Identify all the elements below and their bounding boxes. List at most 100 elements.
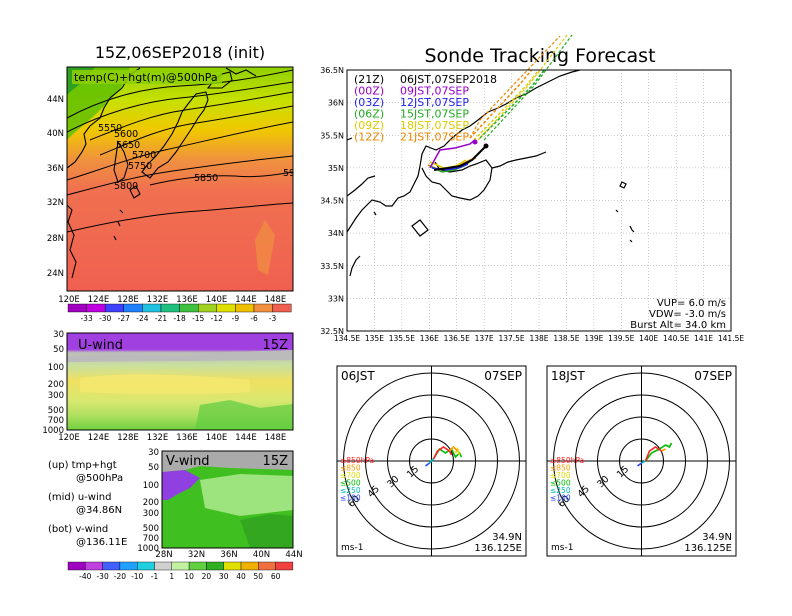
colorbar-swatch: [171, 561, 190, 571]
u-p-tick: 500: [48, 406, 64, 416]
track-lat-tick: 36N: [328, 99, 344, 108]
colorbar-label: 40: [236, 572, 246, 581]
map-lat-tick: 44N: [47, 95, 64, 105]
launch-legend: (21Z) 06JST,07SEP2018 (00Z) 09JST,07SEP (03Z…: [354, 73, 497, 144]
colorbar-label: -40: [79, 572, 91, 581]
trajectory-extension: [477, 34, 568, 141]
contour-labels: 5550 5600 5650 5700 5750 5800 5850 59: [98, 123, 293, 192]
colorbar-swatch: [104, 303, 124, 313]
u-p-tick: 700: [48, 416, 64, 426]
v-lat-tick: 28N: [155, 550, 172, 560]
v-p-tick: 300: [143, 509, 159, 519]
colorbar-swatch: [235, 303, 255, 313]
height-contours: [67, 69, 293, 233]
track-grid: [347, 70, 731, 331]
u-lon-tick: 128E: [117, 433, 139, 443]
u-p-tick: 200: [48, 380, 64, 390]
colorbar-label: -12: [211, 314, 223, 323]
contour-label: 5850: [194, 173, 218, 184]
v-lat-tick: 44N: [285, 550, 302, 560]
map-frame: [66, 66, 294, 292]
colorbar-swatch: [102, 561, 121, 571]
v-lat-tick: 32N: [188, 550, 205, 560]
colorbar-swatch: [136, 561, 155, 571]
track-lon-tick: 134.5E: [334, 334, 360, 343]
v-lat-tick: 40N: [253, 550, 270, 560]
colorbar-label: 20: [202, 572, 212, 581]
hodograph-unit: ms-1: [551, 543, 573, 553]
v-wind-gray-band: [162, 451, 293, 472]
u-wind-label: U-wind: [78, 338, 123, 353]
colorbar-label: -3: [269, 314, 277, 323]
v-p-tick: 50: [148, 463, 159, 473]
u-lon-tick: 120E: [58, 433, 80, 443]
wind-colorbar: -40 -30 -20 -10 -1 1 10 20 30 40 50 60: [67, 561, 294, 581]
colorbar-label: 60: [271, 572, 281, 581]
track-lon-tick: 136.5E: [444, 334, 470, 343]
launch-code: (21Z): [354, 73, 384, 86]
launch-code: (03Z): [354, 96, 384, 109]
track-lat-tick: 33N: [328, 294, 344, 303]
map-lon-ticks: 120E 124E 128E 132E 136E 140E 144E 148E: [58, 295, 286, 305]
hodograph-trace: [425, 462, 430, 467]
colorbar-swatch: [179, 303, 199, 313]
v-wind-weak: [200, 474, 293, 516]
colorbar-label: -27: [118, 314, 130, 323]
track-lat-tick: 33.5N: [320, 262, 344, 271]
track-lon-tick: 136E: [420, 334, 439, 343]
u-p-tick: 300: [48, 391, 64, 401]
layer-legend: ≤500: [550, 479, 571, 488]
track-params: VUP= 6.0 m/s VDW= -3.0 m/s Burst Alt= 34…: [630, 298, 726, 331]
map-lat-tick: 40N: [47, 129, 64, 139]
trajectories: [427, 70, 546, 173]
track-lat-tick: 34.5N: [320, 197, 344, 206]
colorbar-swatch: [142, 303, 162, 313]
hodograph-18jst: 18JST 07SEP15304560≥850hPa≤850≤700≤500≤25…: [546, 365, 737, 557]
hodograph-date: 07SEP: [694, 369, 732, 383]
layer-legend: ≤700: [550, 471, 571, 480]
track-lon-tick: 140E: [639, 334, 658, 343]
colorbar-swatch: [160, 303, 180, 313]
launch-time: 21JST,07SEP: [400, 131, 469, 144]
layer-legend: ≤250: [550, 486, 571, 495]
colorbar-label: -24: [136, 314, 148, 323]
colorbar-swatch: [206, 561, 224, 571]
colorbar-label: -20: [114, 572, 126, 581]
hodograph-trace: [644, 442, 673, 462]
track-lon-ticks: 134.5E 135E 135.5E 136E 136.5E 137E 137.5E 138E…: [334, 334, 744, 343]
map-lon-tick: 124E: [88, 295, 110, 305]
track-lat-tick: 32.5N: [320, 327, 344, 336]
layer-legend: ≤500: [340, 479, 361, 488]
colorbar-swatch: [188, 561, 207, 571]
hodograph-trace: [637, 462, 642, 467]
launch-code: (06Z): [354, 108, 384, 121]
u-wind-frame: [66, 332, 294, 431]
contour-label: 5800: [114, 181, 138, 192]
v-p-tick: 700: [143, 534, 159, 544]
track-lat-tick: 35.5N: [320, 131, 344, 140]
hodograph-unit: ms-1: [341, 543, 363, 553]
panel-legend: (up) tmp+hgt @500hPa (mid) u-wind @34.86…: [48, 460, 127, 548]
colorbar-label: 1: [169, 572, 174, 581]
map-lon-tick: 148E: [265, 295, 287, 305]
colorbar-swatch: [67, 561, 86, 571]
launch-code: (12Z): [354, 131, 384, 144]
u-p-tick: 100: [48, 363, 64, 373]
legend-mid: (mid) u-wind: [48, 492, 111, 503]
track-lat-tick: 35N: [328, 164, 344, 173]
colorbar-label: -33: [80, 314, 92, 323]
launch-time: 12JST,07SEP: [400, 96, 469, 109]
map-lon-tick: 128E: [117, 295, 139, 305]
track-lon-tick: 141E: [694, 334, 713, 343]
layer-legend: ≥850hPa: [550, 456, 584, 465]
trajectory-extension: [483, 34, 573, 141]
map-lon-tick: 132E: [147, 295, 169, 305]
track-lon-tick: 135.5E: [389, 334, 415, 343]
colorbar-swatch: [258, 561, 276, 571]
colorbar-swatch: [253, 303, 273, 313]
track-frame: [346, 69, 732, 332]
u-wind-time: 15Z: [263, 338, 289, 353]
colorbar-swatch: [197, 303, 217, 313]
